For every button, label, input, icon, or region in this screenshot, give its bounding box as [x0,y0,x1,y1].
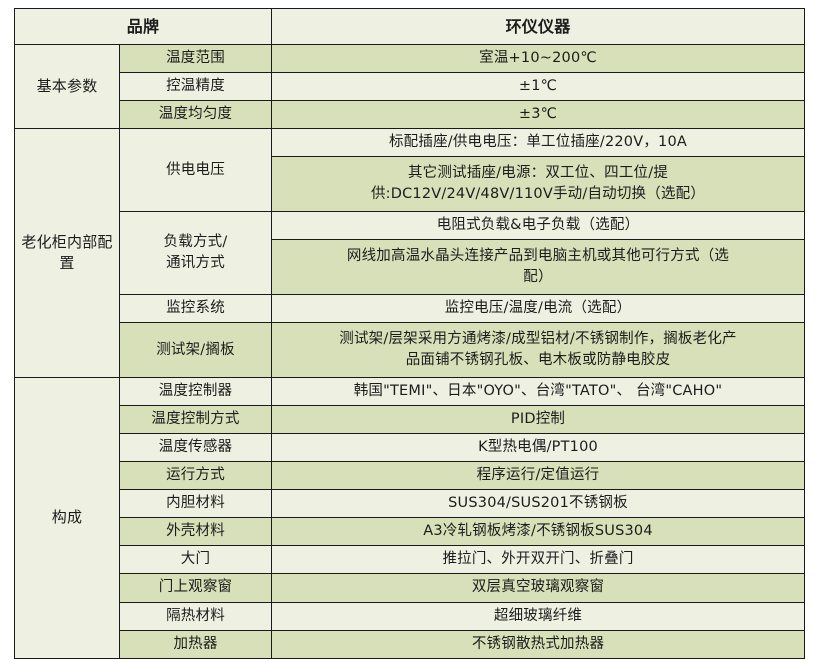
label-line-1: 负载方式/ [163,234,228,251]
row-value: PID控制 [271,405,805,435]
table-row: 监控系统 监控电压/温度/电流（选配） [15,294,805,324]
row-value: 不锈钢散热式加热器 [271,629,805,659]
row-label: 温度传感器 [119,433,272,463]
table-row: 加热器 不锈钢散热式加热器 [15,629,805,659]
row-value: 标配插座/供电电压：单工位插座/220V，10A [271,128,805,158]
section-name-basic-params: 基本参数 [14,44,120,130]
row-label: 加热器 [119,629,272,659]
row-label: 外壳材料 [119,517,272,547]
row-value: ±3℃ [271,100,805,130]
table-row: 基本参数 温度范围 室温+10~200℃ [14,44,805,130]
row-label: 温度控制器 [119,377,272,407]
value-line-2: 供:DC12V/24V/48V/110V手动/自动切换（选配） [370,186,706,203]
row-label: 控温精度 [119,72,272,102]
table-row: 隔热材料 超细玻璃纤维 [15,601,805,631]
row-value: 双层真空玻璃观察窗 [271,573,805,603]
row-value-multiline: 网线加高温水晶头连接产品到电脑主机或其他可行方式（选 配） [271,239,805,296]
table-row: 大门 推拉门、外开双开门、折叠门 [15,545,805,575]
table-body: 品牌 环仪仪器 基本参数 温度范围 室温+10~200℃ 控温精度 ±1℃ 温度… [14,7,805,659]
row-label: 大门 [119,545,272,575]
table-row: 外壳材料 A3冷轧钢板烤漆/不锈钢板SUS304 [15,517,805,547]
row-value-multiline: 测试架/层架采用方通烤漆/成型铝材/不锈钢制作，搁板老化产 品面铺不锈钢孔板、电… [271,322,805,379]
table-row: 构成 温度控制器 韩国"TEMI"、日本"OYO"、台湾"TATO"、 台湾"C… [14,377,805,659]
table-row: 温度均匀度 ±3℃ [15,100,805,130]
table-row: 其它测试插座/电源：双工位、四工位/提 供:DC12V/24V/48V/110V… [15,156,805,213]
table-row: 门上观察窗 双层真空玻璃观察窗 [15,573,805,603]
row-label: 温度控制方式 [119,405,272,435]
row-value: 程序运行/定值运行 [271,461,805,491]
specification-table: 品牌 环仪仪器 基本参数 温度范围 室温+10~200℃ 控温精度 ±1℃ 温度… [14,7,805,659]
table-row: 测试架/搁板 测试架/层架采用方通烤漆/成型铝材/不锈钢制作，搁板老化产 品面铺… [15,322,805,379]
table-row: 老化柜内部配置 供电电压 标配插座/供电电压：单工位插座/220V，10A [14,128,805,379]
row-label: 监控系统 [119,294,272,324]
row-label: 温度范围 [119,44,272,74]
value-line-1: 其它测试插座/电源：双工位、四工位/提 [407,165,669,182]
spec-table-container: 品牌 环仪仪器 基本参数 温度范围 室温+10~200℃ 控温精度 ±1℃ 温度… [14,7,805,659]
row-label: 运行方式 [119,461,272,491]
row-value: 监控电压/温度/电流（选配） [271,294,805,324]
value-line-2: 配） [523,269,553,286]
row-value: 推拉门、外开双开门、折叠门 [271,545,805,575]
header-value-cell: 环仪仪器 [271,7,805,46]
row-label: 内胆材料 [119,489,272,519]
row-value: 韩国"TEMI"、日本"OYO"、台湾"TATO"、 台湾"CAHO" [271,377,805,407]
row-label: 门上观察窗 [119,573,272,603]
table-row: 内胆材料 SUS304/SUS201不锈钢板 [15,489,805,519]
row-value: A3冷轧钢板烤漆/不锈钢板SUS304 [271,517,805,547]
row-label: 隔热材料 [119,601,272,631]
row-label: 温度均匀度 [119,100,272,130]
row-value-multiline: 其它测试插座/电源：双工位、四工位/提 供:DC12V/24V/48V/110V… [271,156,805,213]
section-name-construction: 构成 [14,377,120,659]
table-row: 运行方式 程序运行/定值运行 [15,461,805,491]
row-value: 室温+10~200℃ [271,44,805,74]
value-line-1: 测试架/层架采用方通烤漆/成型铝材/不锈钢制作，搁板老化产 [339,331,737,348]
table-header-row: 品牌 环仪仪器 [14,7,805,46]
row-value: 电阻式负载&电子负载（选配） [271,211,805,241]
row-value: ±1℃ [271,72,805,102]
row-value: SUS304/SUS201不锈钢板 [271,489,805,519]
row-label-power-supply: 供电电压 [119,128,272,213]
table-row: 温度传感器 K型热电偶/PT100 [15,433,805,463]
table-row: 网线加高温水晶头连接产品到电脑主机或其他可行方式（选 配） [15,239,805,296]
label-line-2: 通讯方式 [166,255,225,272]
header-label-cell: 品牌 [14,7,272,46]
row-label: 测试架/搁板 [119,322,272,379]
row-value: K型热电偶/PT100 [271,433,805,463]
table-row: 温度控制方式 PID控制 [15,405,805,435]
row-value: 超细玻璃纤维 [271,601,805,631]
value-line-2: 品面铺不锈钢孔板、电木板或防静电胶皮 [405,352,671,369]
section-name-cabinet-config: 老化柜内部配置 [14,128,120,379]
table-row: 负载方式/ 通讯方式 电阻式负载&电子负载（选配） [15,211,805,296]
value-line-1: 网线加高温水晶头连接产品到电脑主机或其他可行方式（选 [346,248,730,265]
row-label-load-comm: 负载方式/ 通讯方式 [119,211,272,296]
table-row: 控温精度 ±1℃ [15,72,805,102]
